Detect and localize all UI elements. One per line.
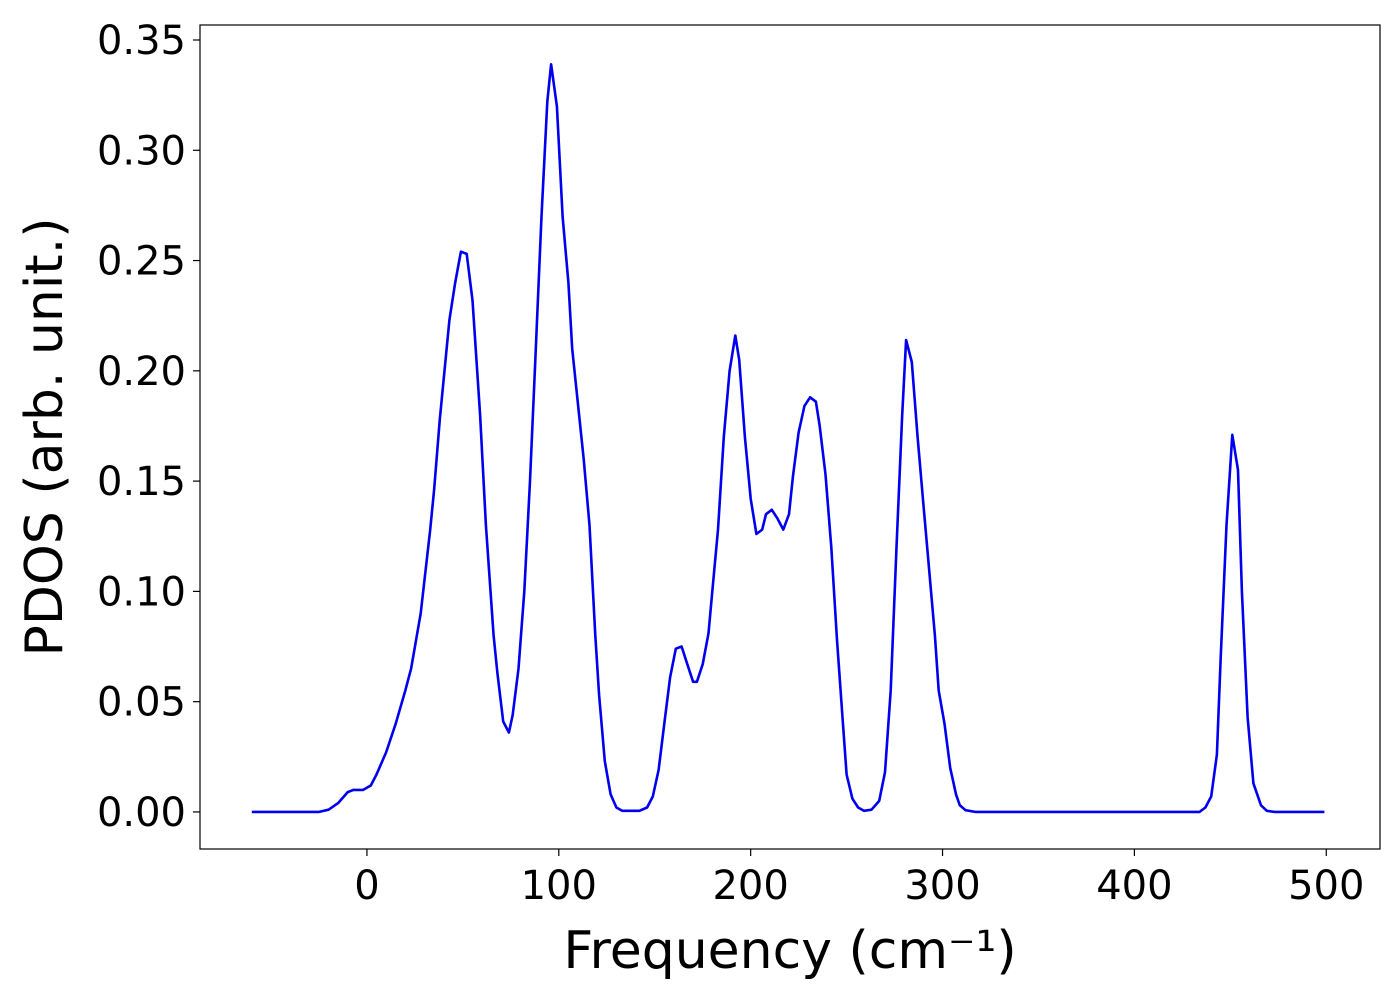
y-tick-label: 0.35	[97, 18, 186, 64]
x-tick-label: 200	[712, 863, 788, 909]
y-axis-label: PDOS (arb. unit.)	[15, 217, 75, 656]
line	[251, 63, 1325, 814]
x-tick-label: 0	[354, 863, 379, 909]
x-tick-label: 100	[521, 863, 597, 909]
y-tick-label: 0.10	[97, 569, 186, 615]
x-tick-label: 500	[1288, 863, 1364, 909]
y-tick-label: 0.15	[97, 459, 186, 505]
y-tick-label: 0.05	[97, 680, 186, 726]
x-tick-label: 300	[904, 863, 980, 909]
x-axis-label: Frequency (cm⁻¹)	[563, 921, 1016, 981]
y-tick-label: 0.30	[97, 128, 186, 174]
y-tick-label: 0.00	[97, 790, 186, 836]
y-tick-label: 0.25	[97, 239, 186, 285]
x-tick-label: 400	[1096, 863, 1172, 909]
y-tick-label: 0.20	[97, 349, 186, 395]
plot-frame	[199, 24, 1381, 850]
